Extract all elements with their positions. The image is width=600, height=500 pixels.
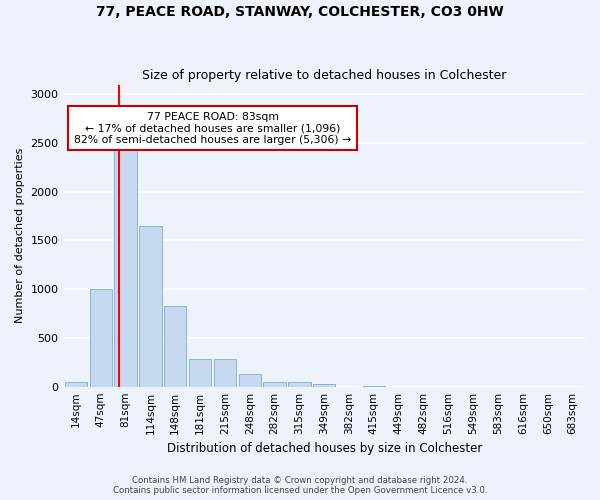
Text: 77, PEACE ROAD, STANWAY, COLCHESTER, CO3 0HW: 77, PEACE ROAD, STANWAY, COLCHESTER, CO3… — [96, 5, 504, 19]
X-axis label: Distribution of detached houses by size in Colchester: Distribution of detached houses by size … — [167, 442, 482, 455]
Bar — [288, 382, 311, 386]
Bar — [139, 226, 161, 386]
Bar — [89, 289, 112, 386]
Text: 77 PEACE ROAD: 83sqm
← 17% of detached houses are smaller (1,096)
82% of semi-de: 77 PEACE ROAD: 83sqm ← 17% of detached h… — [74, 112, 351, 145]
Bar — [313, 384, 335, 386]
Bar — [189, 359, 211, 386]
Y-axis label: Number of detached properties: Number of detached properties — [15, 148, 25, 324]
Bar — [65, 382, 87, 386]
Bar — [164, 306, 187, 386]
Bar — [239, 374, 261, 386]
Bar — [263, 382, 286, 386]
Bar — [214, 360, 236, 386]
Title: Size of property relative to detached houses in Colchester: Size of property relative to detached ho… — [142, 69, 506, 82]
Text: Contains HM Land Registry data © Crown copyright and database right 2024.
Contai: Contains HM Land Registry data © Crown c… — [113, 476, 487, 495]
Bar — [115, 146, 137, 386]
